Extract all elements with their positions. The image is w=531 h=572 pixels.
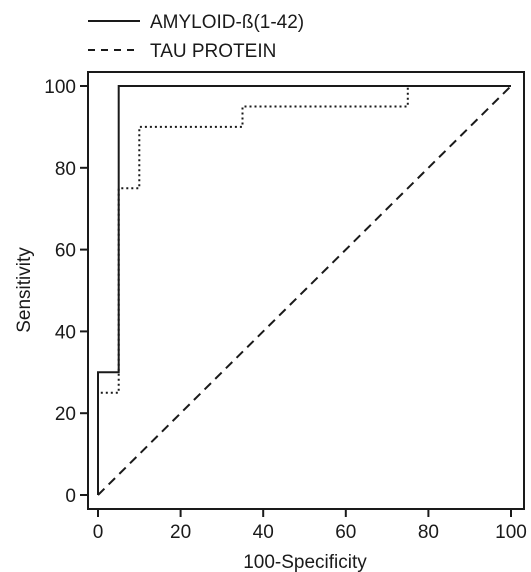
x-tick-label: 100 — [495, 522, 527, 543]
y-tick-label: 40 — [55, 322, 76, 343]
plot-frame — [87, 71, 525, 510]
legend: AMYLOID-ß(1-42) TAU PROTEIN — [88, 12, 304, 62]
x-axis-label: 100-Specificity — [243, 552, 367, 572]
x-tick-label: 0 — [93, 522, 104, 543]
x-tick-label: 60 — [335, 522, 356, 543]
series-line-tau — [97, 85, 511, 495]
y-tick-label: 0 — [65, 486, 76, 507]
legend-label-amyloid: AMYLOID-ß(1-42) — [150, 12, 304, 33]
x-tick-label: 20 — [170, 522, 191, 543]
y-tick-label: 60 — [55, 241, 76, 262]
series-layer — [97, 85, 512, 496]
legend-label-tau: TAU PROTEIN — [150, 41, 276, 62]
x-tick-label: 40 — [253, 522, 274, 543]
y-tick-label: 80 — [55, 159, 76, 180]
y-axis-ticks: 0 20 40 60 80 100 — [44, 77, 88, 507]
y-tick-label: 20 — [55, 404, 76, 425]
reference-diagonal-line — [97, 85, 512, 496]
x-axis-ticks: 0 20 40 60 80 100 — [93, 509, 527, 543]
x-tick-label: 80 — [418, 522, 439, 543]
y-axis-label: Sensitivity — [14, 247, 35, 333]
y-tick-label: 100 — [44, 77, 76, 98]
